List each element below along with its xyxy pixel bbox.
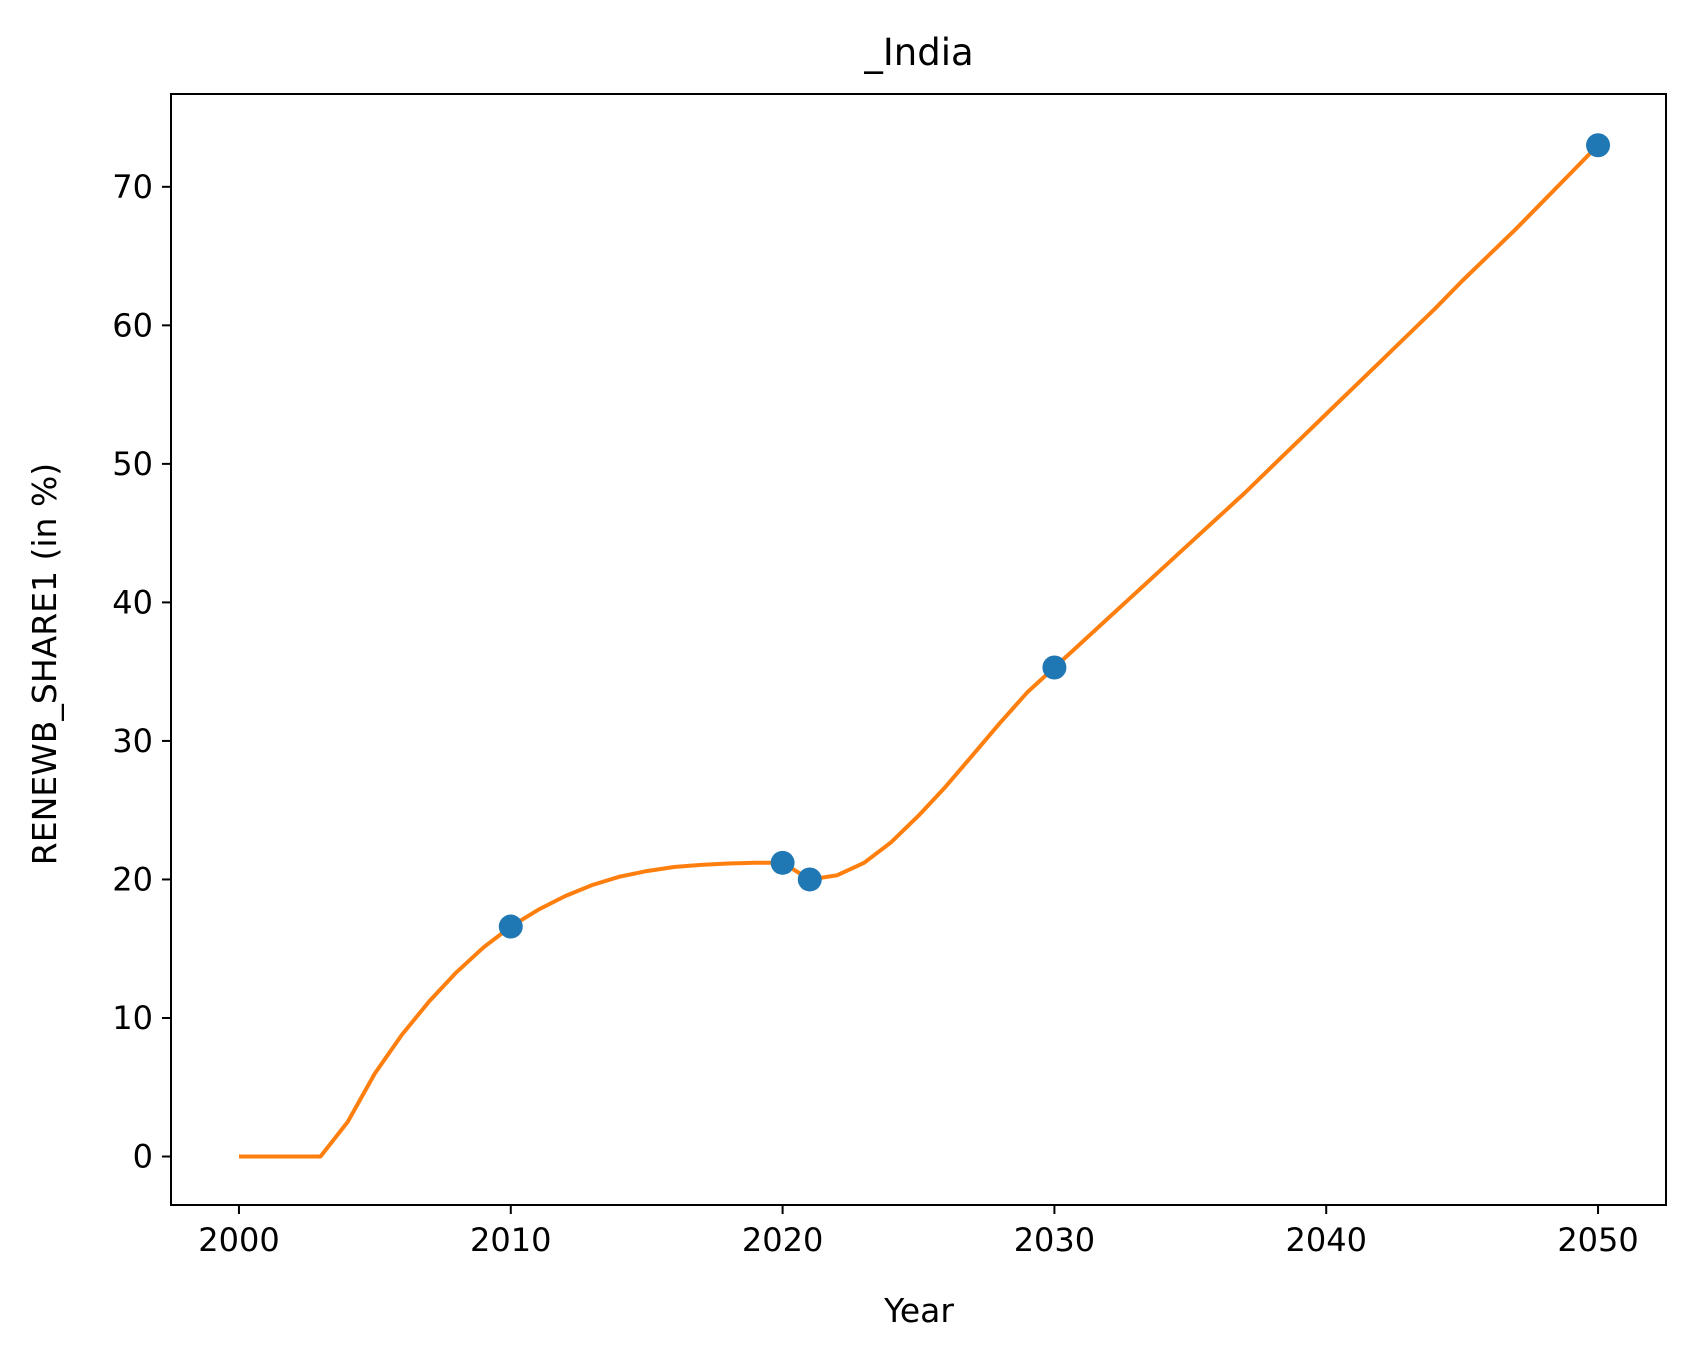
x-tick-label: 2020 (742, 1221, 823, 1259)
data-point (1042, 655, 1067, 680)
y-tick-label: 50 (112, 445, 153, 483)
data-point (498, 914, 523, 939)
axes-frame (170, 93, 1667, 1206)
x-tick-label: 2050 (1557, 1221, 1638, 1259)
data-point (770, 850, 795, 875)
x-tick-label: 2010 (470, 1221, 551, 1259)
x-tick-label: 2040 (1286, 1221, 1367, 1259)
y-tick-label: 40 (112, 583, 153, 621)
x-tick-label: 2030 (1014, 1221, 1095, 1259)
x-axis-label: Year (883, 1291, 954, 1330)
x-tick-label: 2000 (198, 1221, 279, 1259)
y-tick-label: 20 (112, 860, 153, 898)
y-axis-label: RENEWB_SHARE1 (in %) (25, 463, 64, 865)
data-point (1586, 133, 1611, 158)
y-tick-label: 0 (133, 1138, 153, 1176)
y-tick-label: 30 (112, 722, 153, 760)
y-tick-label: 60 (112, 306, 153, 344)
series-line (239, 143, 1600, 1159)
y-tick-label: 70 (112, 168, 153, 206)
y-tick-label: 10 (112, 999, 153, 1037)
chart-title: _India (863, 31, 973, 74)
data-point (797, 867, 822, 892)
